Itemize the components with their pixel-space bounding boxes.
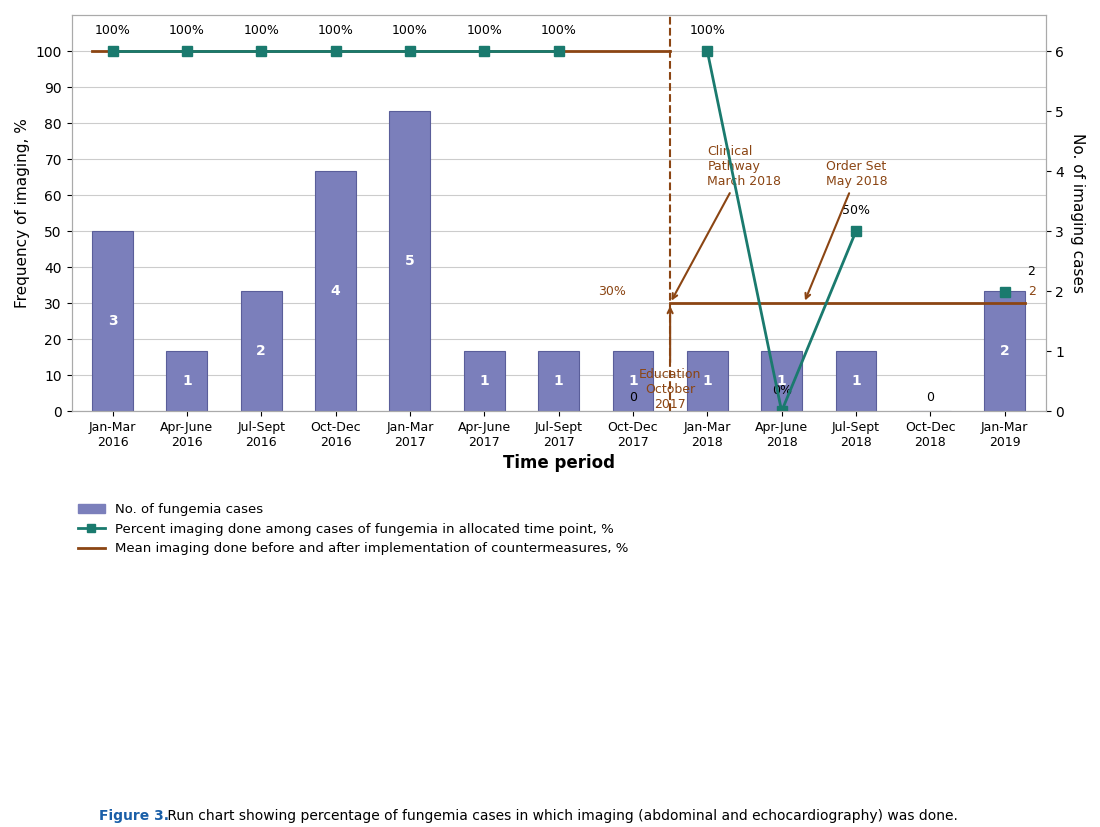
Bar: [464, 351, 505, 411]
Bar: [761, 351, 802, 411]
Bar: [241, 291, 282, 411]
Text: 4: 4: [331, 284, 341, 299]
Y-axis label: No. of imaging cases: No. of imaging cases: [1070, 133, 1085, 293]
Text: 100%: 100%: [169, 24, 205, 36]
Text: 100%: 100%: [392, 24, 428, 36]
Text: 100%: 100%: [318, 24, 353, 36]
Bar: [166, 351, 207, 411]
Text: 0%: 0%: [771, 384, 792, 397]
Text: Education
October
2017: Education October 2017: [639, 308, 702, 411]
Text: 100%: 100%: [243, 24, 279, 36]
Text: 2: 2: [1000, 344, 1010, 358]
Legend: No. of fungemia cases, Percent imaging done among cases of fungemia in allocated: No. of fungemia cases, Percent imaging d…: [78, 503, 628, 555]
Bar: [315, 171, 356, 411]
Text: 5: 5: [405, 254, 415, 268]
Text: 2: 2: [256, 344, 266, 358]
Bar: [538, 351, 579, 411]
Text: 100%: 100%: [541, 24, 576, 36]
Text: 0: 0: [629, 391, 637, 404]
Text: 1: 1: [851, 374, 861, 388]
Text: 1: 1: [628, 374, 638, 388]
X-axis label: Time period: Time period: [503, 455, 615, 472]
Text: 1: 1: [703, 374, 712, 388]
Bar: [389, 111, 430, 411]
Text: 1: 1: [553, 374, 563, 388]
Bar: [836, 351, 877, 411]
Text: Figure 3.: Figure 3.: [99, 809, 169, 823]
Text: Run chart showing percentage of fungemia cases in which imaging (abdominal and e: Run chart showing percentage of fungemia…: [163, 809, 958, 823]
Text: 100%: 100%: [95, 24, 131, 36]
Text: 2: 2: [1027, 265, 1035, 278]
Text: 1: 1: [480, 374, 490, 388]
Text: 1: 1: [182, 374, 191, 388]
Text: 100%: 100%: [690, 24, 725, 36]
Text: 3: 3: [108, 314, 118, 328]
Bar: [984, 291, 1025, 411]
Text: 30%: 30%: [597, 284, 626, 298]
Bar: [686, 351, 728, 411]
Text: Order Set
May 2018: Order Set May 2018: [805, 160, 888, 299]
Text: 50%: 50%: [842, 203, 870, 217]
Text: 0: 0: [926, 391, 934, 404]
Text: 2: 2: [1028, 284, 1036, 298]
Y-axis label: Frequency of imaging, %: Frequency of imaging, %: [15, 118, 30, 308]
Bar: [613, 351, 653, 411]
Text: Clinical
Pathway
March 2018: Clinical Pathway March 2018: [672, 145, 781, 299]
Text: 100%: 100%: [466, 24, 503, 36]
Bar: [92, 231, 133, 411]
Text: 1: 1: [777, 374, 786, 388]
